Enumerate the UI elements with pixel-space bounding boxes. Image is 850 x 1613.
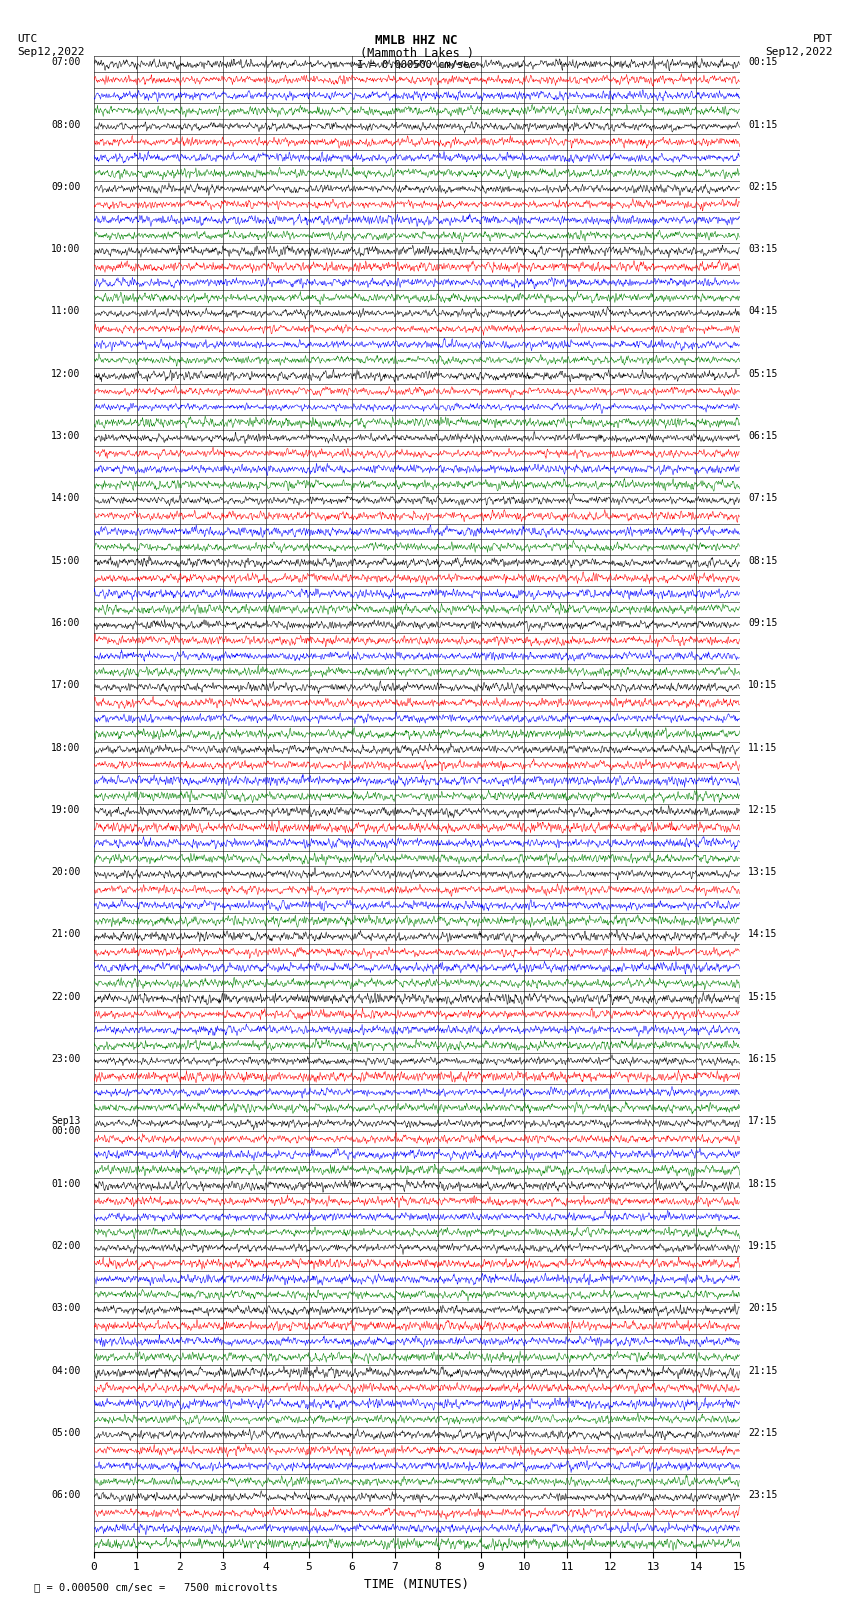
Text: 22:15: 22:15 bbox=[748, 1428, 778, 1437]
Text: 14:00: 14:00 bbox=[51, 494, 81, 503]
Text: 07:00: 07:00 bbox=[51, 56, 81, 68]
Text: 09:00: 09:00 bbox=[51, 182, 81, 192]
Text: 16:15: 16:15 bbox=[748, 1053, 778, 1065]
Text: 01:00: 01:00 bbox=[51, 1179, 81, 1189]
Text: 12:15: 12:15 bbox=[748, 805, 778, 815]
Text: 05:00: 05:00 bbox=[51, 1428, 81, 1437]
Text: 07:15: 07:15 bbox=[748, 494, 778, 503]
Text: UTC: UTC bbox=[17, 34, 37, 44]
Text: 19:15: 19:15 bbox=[748, 1240, 778, 1252]
Text: 13:00: 13:00 bbox=[51, 431, 81, 440]
Text: MMLB HHZ NC: MMLB HHZ NC bbox=[375, 34, 458, 47]
Text: 23:15: 23:15 bbox=[748, 1490, 778, 1500]
Text: 17:00: 17:00 bbox=[51, 681, 81, 690]
Text: (Mammoth Lakes ): (Mammoth Lakes ) bbox=[360, 47, 473, 60]
Text: 10:15: 10:15 bbox=[748, 681, 778, 690]
Text: PDT: PDT bbox=[813, 34, 833, 44]
Text: 19:00: 19:00 bbox=[51, 805, 81, 815]
Text: 13:15: 13:15 bbox=[748, 868, 778, 877]
Text: 18:00: 18:00 bbox=[51, 742, 81, 753]
Text: 10:00: 10:00 bbox=[51, 244, 81, 255]
Text: 11:00: 11:00 bbox=[51, 306, 81, 316]
Text: 23:00: 23:00 bbox=[51, 1053, 81, 1065]
Text: 14:15: 14:15 bbox=[748, 929, 778, 939]
Text: 21:00: 21:00 bbox=[51, 929, 81, 939]
Text: 03:15: 03:15 bbox=[748, 244, 778, 255]
Text: ⎴ = 0.000500 cm/sec =   7500 microvolts: ⎴ = 0.000500 cm/sec = 7500 microvolts bbox=[34, 1582, 278, 1592]
Text: 00:15: 00:15 bbox=[748, 56, 778, 68]
Text: 04:15: 04:15 bbox=[748, 306, 778, 316]
Text: 08:15: 08:15 bbox=[748, 555, 778, 566]
Text: 01:15: 01:15 bbox=[748, 119, 778, 129]
Text: 05:15: 05:15 bbox=[748, 369, 778, 379]
Text: Sep12,2022: Sep12,2022 bbox=[17, 47, 84, 56]
Text: 17:15: 17:15 bbox=[748, 1116, 778, 1126]
Text: 03:00: 03:00 bbox=[51, 1303, 81, 1313]
Text: 02:00: 02:00 bbox=[51, 1240, 81, 1252]
Text: 15:00: 15:00 bbox=[51, 555, 81, 566]
Text: 11:15: 11:15 bbox=[748, 742, 778, 753]
Text: 06:15: 06:15 bbox=[748, 431, 778, 440]
Text: I = 0.000500 cm/sec: I = 0.000500 cm/sec bbox=[357, 60, 476, 69]
Text: 02:15: 02:15 bbox=[748, 182, 778, 192]
Text: 16:00: 16:00 bbox=[51, 618, 81, 627]
Text: 00:00: 00:00 bbox=[51, 1126, 81, 1136]
Text: 20:00: 20:00 bbox=[51, 868, 81, 877]
Text: 04:00: 04:00 bbox=[51, 1366, 81, 1376]
Text: 15:15: 15:15 bbox=[748, 992, 778, 1002]
Text: 08:00: 08:00 bbox=[51, 119, 81, 129]
Text: 21:15: 21:15 bbox=[748, 1366, 778, 1376]
Text: 20:15: 20:15 bbox=[748, 1303, 778, 1313]
Text: 12:00: 12:00 bbox=[51, 369, 81, 379]
Text: 06:00: 06:00 bbox=[51, 1490, 81, 1500]
Text: Sep12,2022: Sep12,2022 bbox=[766, 47, 833, 56]
Text: Sep13: Sep13 bbox=[51, 1116, 81, 1126]
Text: 09:15: 09:15 bbox=[748, 618, 778, 627]
Text: 18:15: 18:15 bbox=[748, 1179, 778, 1189]
Text: 22:00: 22:00 bbox=[51, 992, 81, 1002]
X-axis label: TIME (MINUTES): TIME (MINUTES) bbox=[364, 1578, 469, 1590]
